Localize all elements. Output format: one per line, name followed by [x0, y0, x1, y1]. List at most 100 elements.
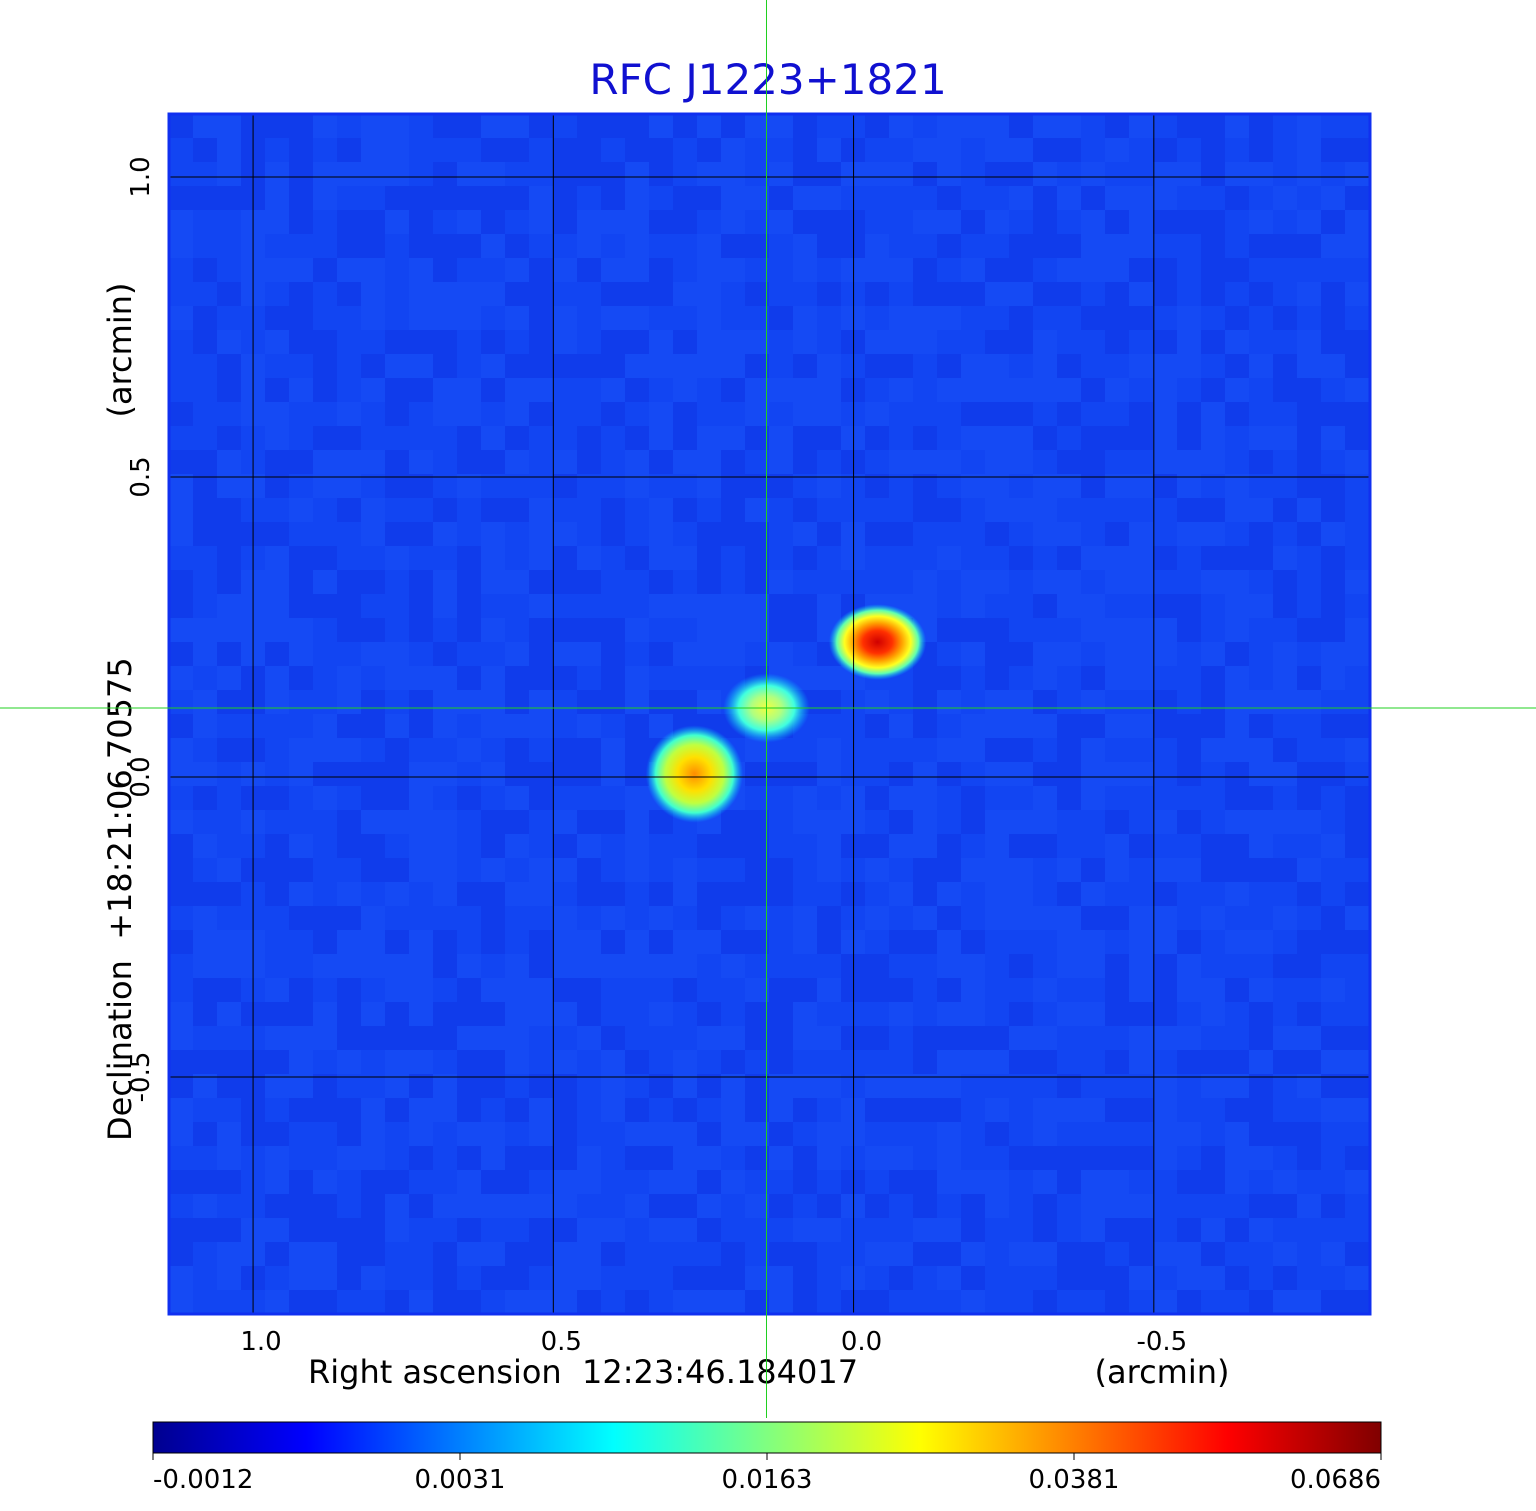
noise-pixel [1105, 330, 1129, 354]
noise-pixel [265, 882, 289, 906]
noise-pixel [217, 138, 241, 162]
noise-pixel [337, 1074, 361, 1098]
noise-pixel [817, 306, 841, 330]
noise-pixel [1345, 546, 1369, 570]
noise-pixel [721, 642, 745, 666]
noise-pixel [889, 1290, 913, 1314]
noise-pixel [625, 186, 649, 210]
noise-pixel [505, 186, 529, 210]
noise-pixel [1105, 786, 1129, 810]
noise-pixel [1225, 810, 1249, 834]
noise-pixel [985, 306, 1009, 330]
noise-pixel [1129, 234, 1153, 258]
noise-pixel [721, 618, 745, 642]
noise-pixel [745, 570, 769, 594]
x-tick-label: -0.5 [1136, 1327, 1187, 1357]
noise-pixel [1081, 1266, 1105, 1290]
noise-pixel [1057, 234, 1081, 258]
noise-pixel [265, 114, 289, 138]
noise-pixel [313, 1290, 337, 1314]
noise-pixel [1153, 1194, 1177, 1218]
noise-pixel [841, 810, 865, 834]
noise-pixel [793, 1050, 817, 1074]
noise-pixel [193, 954, 217, 978]
noise-pixel [169, 666, 193, 690]
noise-pixel [553, 930, 577, 954]
noise-pixel [889, 1122, 913, 1146]
noise-pixel [1225, 354, 1249, 378]
noise-pixel [505, 882, 529, 906]
noise-pixel [289, 666, 313, 690]
noise-pixel [985, 570, 1009, 594]
noise-pixel [1057, 114, 1081, 138]
noise-pixel [169, 402, 193, 426]
noise-pixel [817, 762, 841, 786]
noise-pixel [889, 882, 913, 906]
noise-pixel [385, 1146, 409, 1170]
noise-pixel [577, 474, 601, 498]
noise-pixel [433, 810, 457, 834]
noise-pixel [841, 1026, 865, 1050]
noise-pixel [1057, 1290, 1081, 1314]
noise-pixel [481, 498, 505, 522]
noise-pixel [337, 1050, 361, 1074]
noise-pixel [481, 450, 505, 474]
noise-pixel [193, 762, 217, 786]
noise-pixel [1201, 138, 1225, 162]
noise-pixel [1297, 1002, 1321, 1026]
noise-pixel [481, 834, 505, 858]
noise-pixel [433, 1170, 457, 1194]
noise-pixel [313, 258, 337, 282]
noise-pixel [1057, 738, 1081, 762]
noise-pixel [889, 210, 913, 234]
noise-pixel [1009, 810, 1033, 834]
noise-pixel [361, 1290, 385, 1314]
noise-pixel [361, 594, 385, 618]
noise-pixel [1057, 306, 1081, 330]
noise-pixel [1201, 354, 1225, 378]
noise-pixel [1129, 666, 1153, 690]
noise-pixel [841, 186, 865, 210]
noise-pixel [1009, 258, 1033, 282]
noise-pixel [817, 1074, 841, 1098]
noise-pixel [529, 354, 553, 378]
noise-pixel [265, 570, 289, 594]
noise-pixel [769, 1002, 793, 1026]
noise-pixel [985, 954, 1009, 978]
noise-pixel [865, 1050, 889, 1074]
noise-pixel [1321, 1146, 1345, 1170]
noise-pixel [193, 1194, 217, 1218]
noise-pixel [721, 498, 745, 522]
noise-pixel [553, 186, 577, 210]
noise-pixel [841, 882, 865, 906]
noise-pixel [1345, 186, 1369, 210]
noise-pixel [1321, 330, 1345, 354]
noise-pixel [409, 1194, 433, 1218]
noise-pixel [769, 1050, 793, 1074]
noise-pixel [409, 1266, 433, 1290]
noise-pixel [1273, 330, 1297, 354]
noise-pixel [1153, 690, 1177, 714]
noise-pixel [1033, 426, 1057, 450]
noise-pixel [769, 162, 793, 186]
noise-pixel [697, 1242, 721, 1266]
noise-pixel [697, 258, 721, 282]
noise-pixel [529, 1146, 553, 1170]
noise-pixel [1345, 1290, 1369, 1314]
noise-pixel [1345, 114, 1369, 138]
noise-pixel [385, 546, 409, 570]
noise-pixel [601, 1170, 625, 1194]
noise-pixel [841, 1266, 865, 1290]
noise-pixel [1153, 546, 1177, 570]
noise-pixel [169, 330, 193, 354]
noise-pixel [217, 474, 241, 498]
noise-pixel [1177, 474, 1201, 498]
noise-pixel [289, 1074, 313, 1098]
noise-pixel [769, 450, 793, 474]
noise-pixel [817, 282, 841, 306]
noise-pixel [865, 258, 889, 282]
noise-pixel [913, 1074, 937, 1098]
noise-pixel [1033, 474, 1057, 498]
noise-pixel [673, 642, 697, 666]
noise-pixel [1105, 546, 1129, 570]
